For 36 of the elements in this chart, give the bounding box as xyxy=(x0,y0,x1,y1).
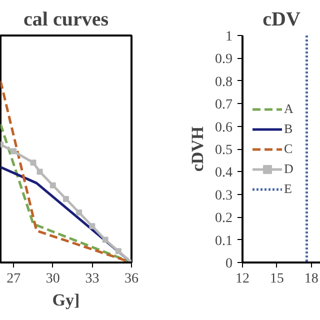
y-tick-label: 0.5 xyxy=(215,143,232,158)
x-tick-label: 33 xyxy=(85,272,100,286)
legend-label: C xyxy=(284,140,294,156)
y-tick-label: 1 xyxy=(226,30,232,44)
legend-label: D xyxy=(284,160,294,176)
y-tick-label: 0.1 xyxy=(215,234,232,249)
chart-title: cal curves xyxy=(24,8,109,30)
x-axis-title: Gy] xyxy=(52,290,80,310)
x-tick-label: 36 xyxy=(124,272,138,286)
y-tick-label: 0.6 xyxy=(215,120,232,136)
y-tick-label: 0.7 xyxy=(215,98,232,113)
y-tick-label: 0.9 xyxy=(215,52,232,68)
point xyxy=(36,168,43,175)
y-axis-title: cDVH xyxy=(188,126,207,172)
y-tick-label: 0.2 xyxy=(215,211,232,226)
point xyxy=(115,248,122,254)
point xyxy=(102,236,108,243)
point xyxy=(50,182,56,188)
x-tick-label: 30 xyxy=(46,272,60,286)
legend-label: E xyxy=(284,180,293,196)
x-tick-label: 12 xyxy=(236,272,250,286)
y-tick-label: 0.8 xyxy=(215,74,232,90)
point xyxy=(30,160,36,166)
legend-label: A xyxy=(284,100,294,116)
point xyxy=(10,148,17,154)
point xyxy=(89,223,96,230)
x-tick-label: 18 xyxy=(304,272,318,286)
y-tick-label: 0 xyxy=(226,256,232,272)
x-tick-label: 27 xyxy=(6,272,21,286)
y-tick-label: 0.3 xyxy=(215,188,232,204)
point xyxy=(63,196,69,202)
y-tick-label: 0.4 xyxy=(215,166,232,181)
point xyxy=(76,210,82,216)
x-tick-label: 15 xyxy=(270,272,284,286)
chart-title: cDV xyxy=(262,8,301,30)
legend-label: B xyxy=(284,120,294,136)
